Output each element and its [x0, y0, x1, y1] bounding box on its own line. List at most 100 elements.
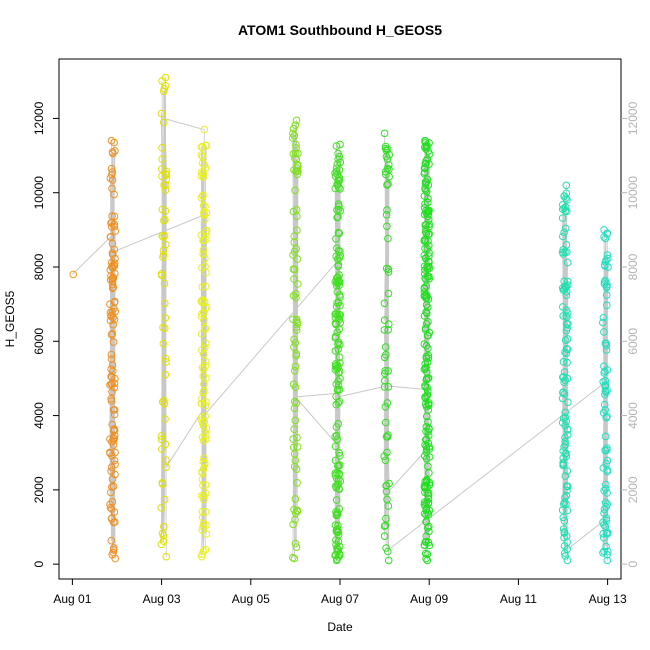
data-point — [161, 440, 170, 449]
data-point — [562, 312, 570, 320]
y-right-tick-label: 10000 — [626, 176, 640, 210]
data-point — [162, 175, 171, 183]
data-point — [380, 299, 389, 308]
data-point — [559, 250, 568, 258]
data-point — [293, 479, 301, 487]
data-point — [158, 144, 166, 152]
data-point — [333, 365, 341, 373]
data-point — [291, 367, 299, 375]
flight-trace — [602, 229, 609, 561]
data-point — [157, 435, 166, 444]
data-point — [199, 250, 207, 258]
data-point — [599, 318, 607, 327]
data-point — [381, 456, 390, 465]
data-point — [421, 549, 430, 558]
data-point — [290, 247, 299, 256]
data-point — [384, 547, 392, 556]
data-point — [558, 394, 567, 403]
data-point — [424, 489, 433, 497]
data-point — [601, 498, 610, 507]
data-point — [333, 386, 342, 395]
data-point — [383, 164, 392, 173]
x-tick-label: Aug 09 — [410, 592, 448, 606]
data-point — [603, 556, 612, 565]
data-point — [198, 263, 206, 272]
data-point — [198, 153, 207, 161]
data-point — [422, 375, 431, 384]
data-point — [201, 215, 209, 224]
data-point — [332, 142, 341, 150]
data-point — [106, 174, 115, 182]
data-point — [602, 256, 610, 265]
data-point — [292, 323, 301, 332]
data-point — [334, 180, 342, 189]
data-point — [106, 233, 115, 241]
data-point — [291, 339, 300, 347]
y-axis: 0 2000 4000 6000 8000 10000 12000 — [32, 101, 59, 567]
x-tick-label: Aug 13 — [589, 592, 627, 606]
data-point — [563, 482, 572, 491]
data-point — [380, 452, 389, 461]
data-point — [292, 293, 300, 302]
data-point — [422, 209, 431, 218]
data-point — [290, 554, 299, 563]
data-point — [292, 316, 301, 324]
data-point — [601, 485, 610, 493]
data-point — [422, 221, 430, 229]
y-tick-label: 6000 — [32, 328, 46, 355]
data-point — [201, 282, 210, 291]
data-point — [110, 406, 119, 414]
data-point — [559, 358, 568, 366]
data-point — [602, 459, 611, 468]
data-point — [331, 184, 340, 193]
data-point — [563, 248, 571, 256]
data-point — [198, 550, 206, 559]
data-point — [157, 540, 166, 549]
data-point — [158, 155, 166, 163]
data-point — [420, 291, 429, 300]
data-point — [197, 416, 206, 424]
data-point — [197, 168, 206, 177]
data-point — [335, 469, 344, 478]
data-point — [421, 383, 430, 391]
transit-line — [72, 236, 111, 275]
chart-title: ATOM1 Southbound H_GEOS5 — [238, 22, 442, 38]
data-point — [336, 359, 344, 367]
data-point — [110, 304, 118, 313]
data-point — [110, 427, 118, 435]
data-point — [384, 180, 392, 188]
data-point — [162, 456, 170, 464]
data-point — [563, 556, 572, 565]
data-point — [421, 139, 430, 147]
y-tick-label: 0 — [32, 560, 46, 567]
data-point — [106, 500, 114, 509]
data-point — [385, 479, 393, 488]
data-point — [381, 343, 390, 351]
data-point — [160, 232, 169, 240]
y-tick-label: 12000 — [32, 101, 46, 135]
data-point — [599, 313, 608, 322]
data-point — [292, 289, 300, 298]
flight-trace — [292, 120, 299, 559]
data-point — [333, 435, 342, 444]
data-point — [293, 433, 301, 442]
data-point — [289, 520, 298, 529]
data-point — [559, 373, 568, 381]
data-point — [69, 270, 77, 279]
data-point — [422, 423, 431, 431]
data-point — [111, 147, 119, 155]
data-point — [422, 537, 431, 546]
transit-line — [386, 448, 428, 494]
data-point — [563, 425, 572, 434]
data-point — [334, 228, 343, 237]
y-tick-label: 2000 — [32, 476, 46, 503]
data-point — [162, 463, 170, 472]
data-point — [200, 324, 209, 332]
data-point — [560, 228, 568, 237]
data-point — [289, 315, 297, 324]
data-point — [157, 270, 166, 278]
data-point — [423, 550, 432, 559]
data-point — [202, 235, 210, 244]
data-point — [560, 498, 569, 507]
data-point — [383, 206, 391, 214]
